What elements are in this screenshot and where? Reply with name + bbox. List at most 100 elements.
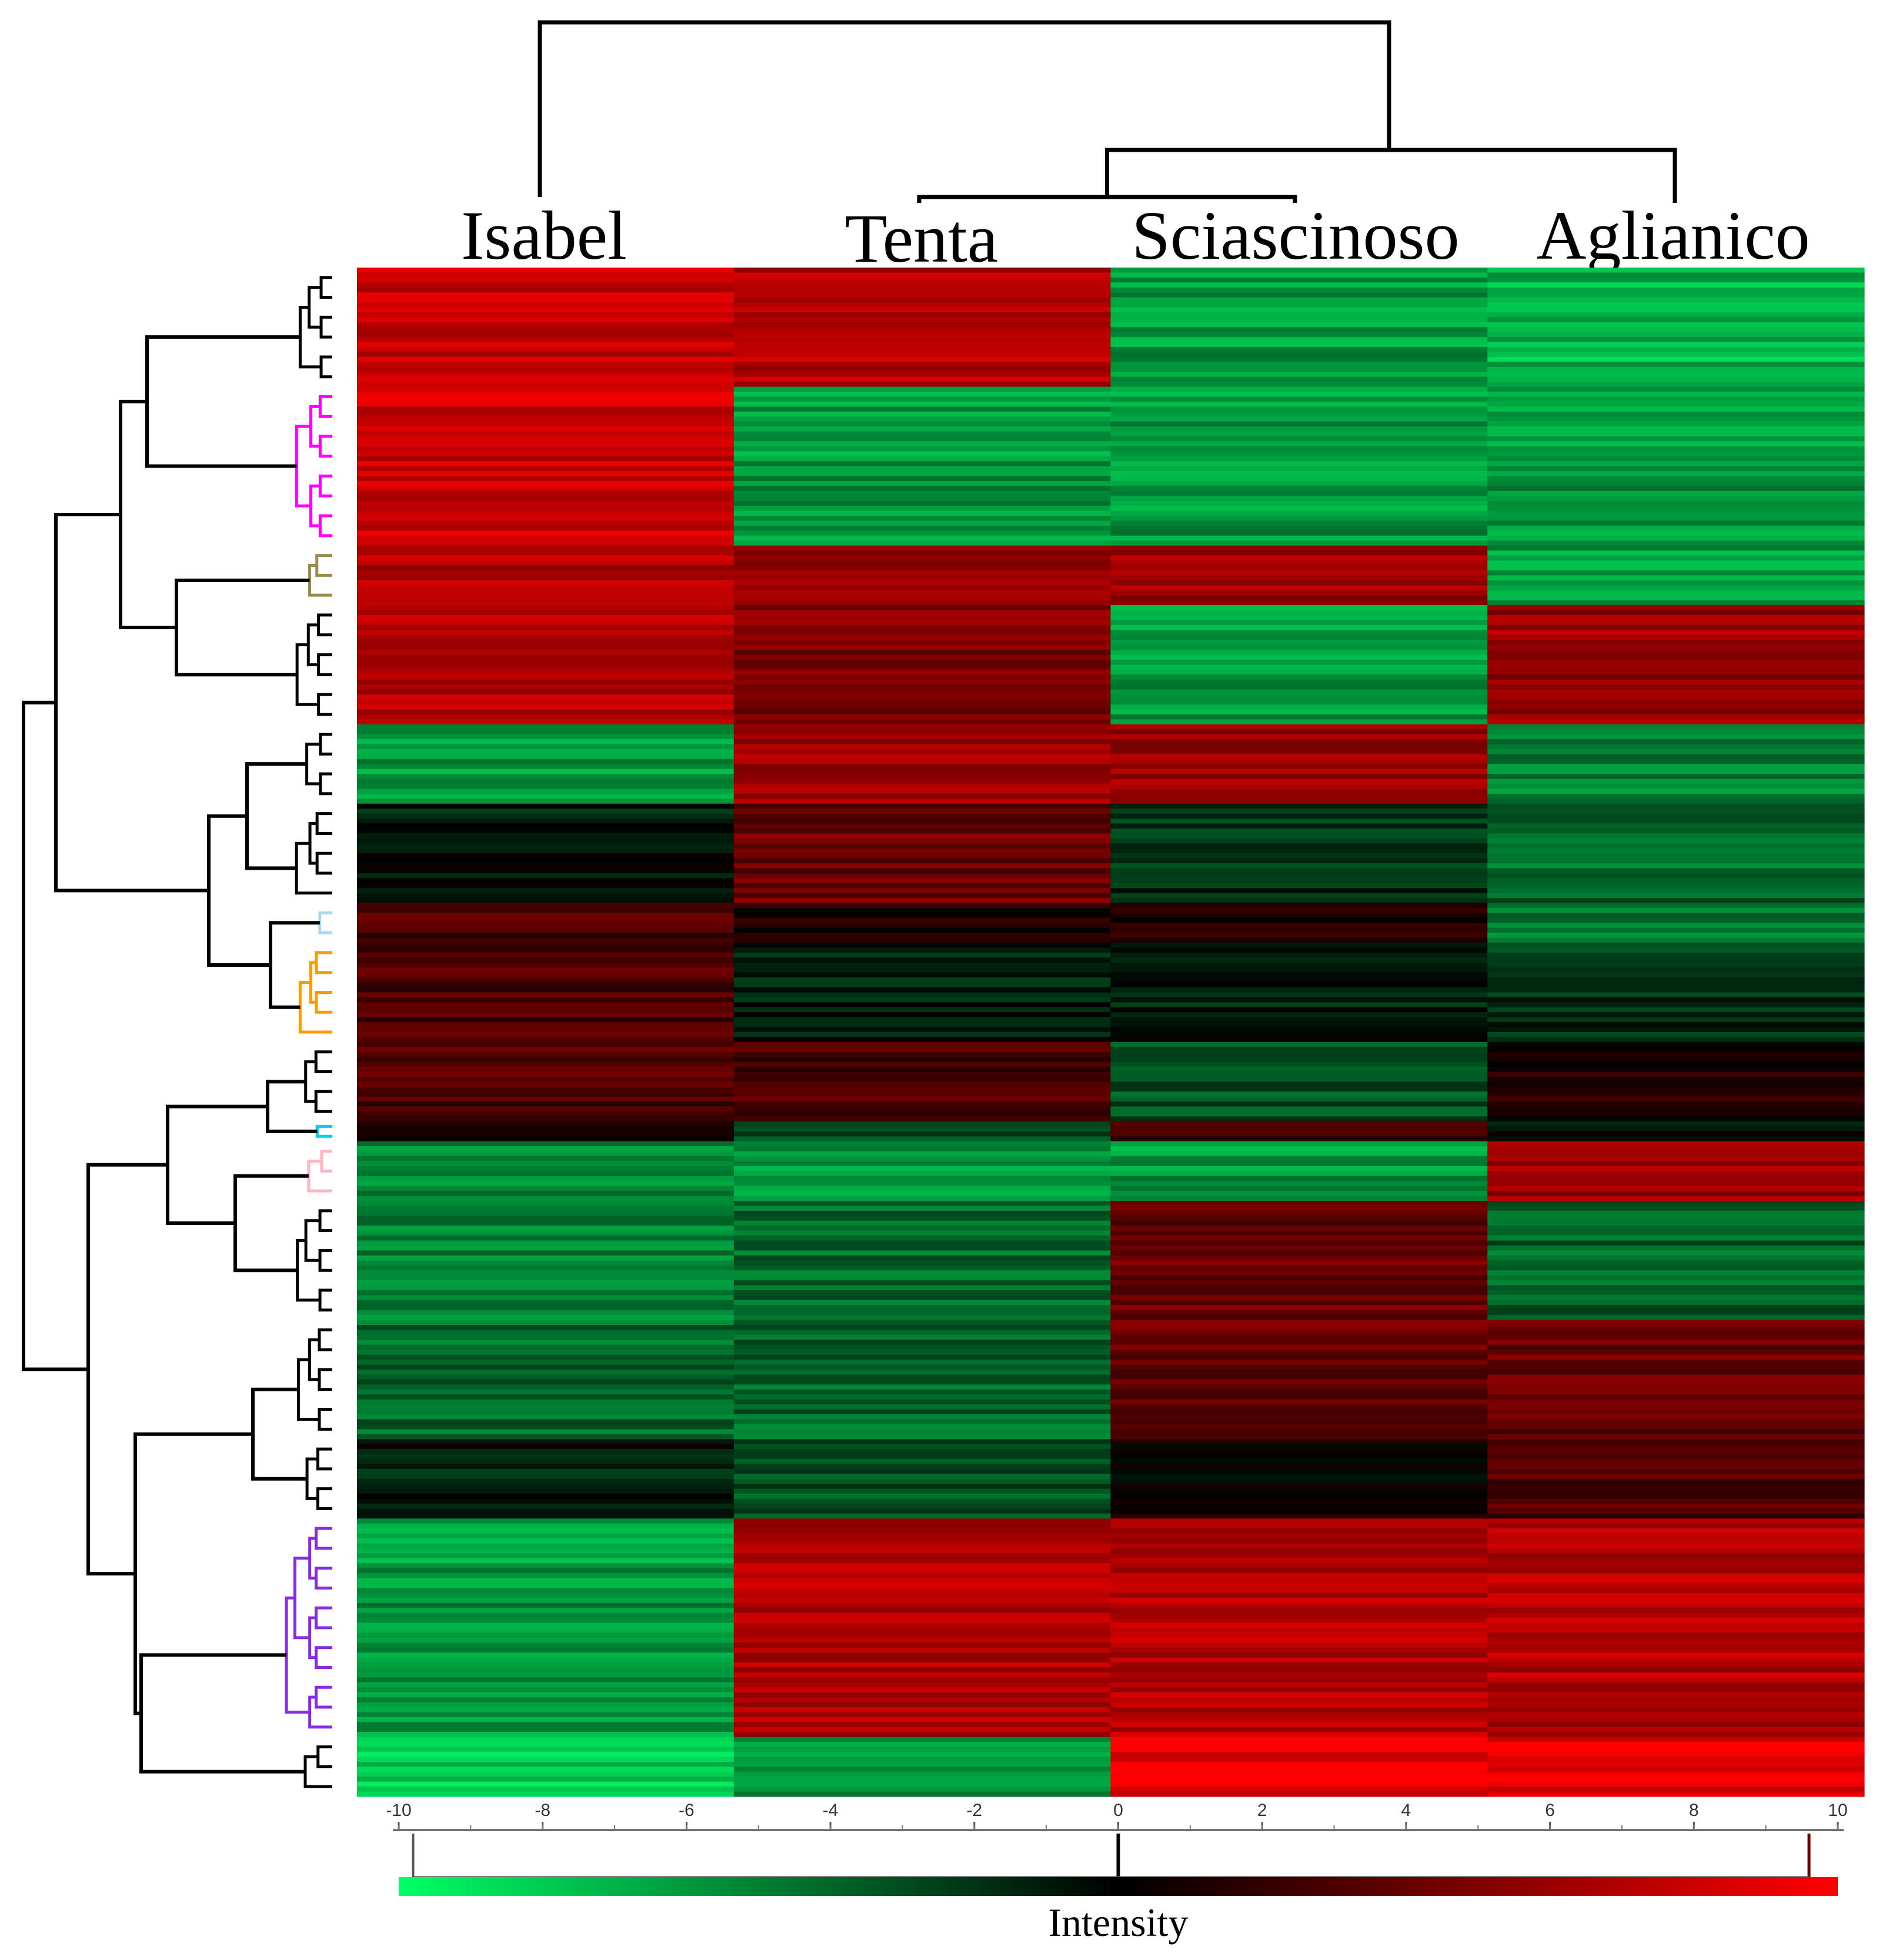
heatmap-cell [357, 987, 735, 993]
heatmap-cell [1110, 1647, 1488, 1653]
heatmap-cell [357, 332, 735, 338]
heatmap-cell [733, 923, 1111, 929]
heatmap-cell [357, 1354, 735, 1360]
legend-tick-label: -8 [535, 1801, 550, 1820]
heatmap-cell [357, 1573, 735, 1579]
heatmap-cell [357, 1518, 735, 1524]
heatmap-cell [1487, 803, 1865, 809]
heatmap-cell [1110, 545, 1488, 551]
heatmap-cell [357, 550, 735, 556]
heatmap-cell [733, 1657, 1111, 1663]
heatmap-cell [733, 1558, 1111, 1564]
heatmap-cell [1110, 277, 1488, 283]
heatmap-cell [1487, 570, 1865, 576]
heatmap-cell [1110, 1468, 1488, 1474]
heatmap-cell [733, 1012, 1111, 1018]
heatmap-cell [357, 679, 735, 685]
heatmap-cell [1110, 1394, 1488, 1400]
heatmap-cell [733, 480, 1111, 487]
heatmap-cell [1487, 595, 1865, 601]
heatmap-cell [1110, 789, 1488, 794]
heatmap-cell [1110, 903, 1488, 909]
heatmap-cell [1110, 675, 1488, 680]
heatmap-cell [357, 962, 735, 968]
heatmap-cell [357, 1523, 735, 1529]
heatmap-cell [357, 1598, 735, 1604]
heatmap-cell [1487, 1757, 1865, 1762]
heatmap-cell [733, 580, 1111, 586]
heatmap-cell [1487, 302, 1865, 308]
heatmap-cell [357, 1732, 735, 1738]
heatmap-cell [1487, 1583, 1865, 1589]
heatmap-cell [1487, 1777, 1865, 1782]
heatmap-cell [1487, 1429, 1865, 1435]
dendrogram-branch [304, 1219, 321, 1262]
heatmap-cell [1487, 1071, 1865, 1077]
heatmap-cell [1487, 1702, 1865, 1708]
heatmap-cell [1487, 1310, 1865, 1315]
heatmap-cell [1487, 898, 1865, 904]
heatmap-cell [1487, 1116, 1865, 1122]
heatmap-cell [733, 436, 1111, 442]
heatmap-cell [1110, 913, 1488, 919]
heatmap-cell [1487, 937, 1865, 943]
heatmap-cell [357, 685, 735, 690]
heatmap-cell [1110, 575, 1488, 581]
heatmap-cell [1110, 1602, 1488, 1608]
heatmap-cell [1487, 754, 1865, 760]
heatmap-cell [357, 1429, 735, 1435]
heatmap-cell [1110, 1513, 1488, 1519]
heatmap-cell [733, 1285, 1111, 1291]
dendrogram-branch [295, 643, 319, 706]
heatmap-cell [733, 1181, 1111, 1187]
heatmap-cell [733, 1409, 1111, 1415]
heatmap-cell [733, 1588, 1111, 1594]
heatmap-cell [1110, 1523, 1488, 1529]
dendrogram-branch [319, 772, 332, 796]
heatmap-cell [1487, 1151, 1865, 1157]
heatmap-cell [733, 1146, 1111, 1152]
heatmap-cell [357, 645, 735, 650]
legend-tick-label: 6 [1545, 1801, 1555, 1820]
heatmap-cell [357, 972, 735, 978]
heatmap-cell [1487, 356, 1865, 362]
dendrogram-branch [305, 742, 321, 786]
heatmap-cell [733, 1071, 1111, 1077]
heatmap-cell [733, 302, 1111, 308]
heatmap-cell [1487, 744, 1865, 750]
heatmap-cell [1487, 1488, 1865, 1494]
heatmap-cell [1487, 366, 1865, 372]
heatmap-cell [733, 1131, 1111, 1137]
heatmap-cell [733, 382, 1111, 388]
heatmap-cell [1487, 883, 1865, 889]
heatmap-cell [733, 1250, 1111, 1256]
heatmap-cell [1110, 550, 1488, 556]
heatmap-cell [733, 1488, 1111, 1494]
heatmap-cell [1487, 947, 1865, 953]
heatmap-cell [733, 640, 1111, 646]
heatmap-cell [733, 1076, 1111, 1083]
heatmap-cell [733, 1037, 1111, 1043]
heatmap-cell [1110, 421, 1488, 427]
heatmap-cell [1487, 1086, 1865, 1092]
heatmap-cell [733, 1474, 1111, 1480]
heatmap-cell [1110, 1429, 1488, 1435]
heatmap-cell [733, 1419, 1111, 1425]
heatmap-cell [357, 1230, 735, 1236]
heatmap-cell [1487, 1687, 1865, 1693]
heatmap-cell [1110, 376, 1488, 382]
heatmap-cell [1487, 272, 1865, 278]
heatmap-cell [1487, 1727, 1865, 1732]
heatmap-cell [357, 1325, 735, 1331]
heatmap-cell [357, 535, 735, 541]
heatmap-cell [1487, 1002, 1865, 1008]
heatmap-cell [1487, 1513, 1865, 1519]
heatmap-cell [1487, 907, 1865, 913]
heatmap-cell [1110, 1697, 1488, 1703]
heatmap-cell [1487, 645, 1865, 650]
dendrogram-branch [317, 653, 332, 676]
dendrogram-branch [316, 1745, 332, 1768]
heatmap-cell [733, 848, 1111, 854]
heatmap-cell [1110, 694, 1488, 700]
heatmap-cell [1487, 809, 1865, 814]
